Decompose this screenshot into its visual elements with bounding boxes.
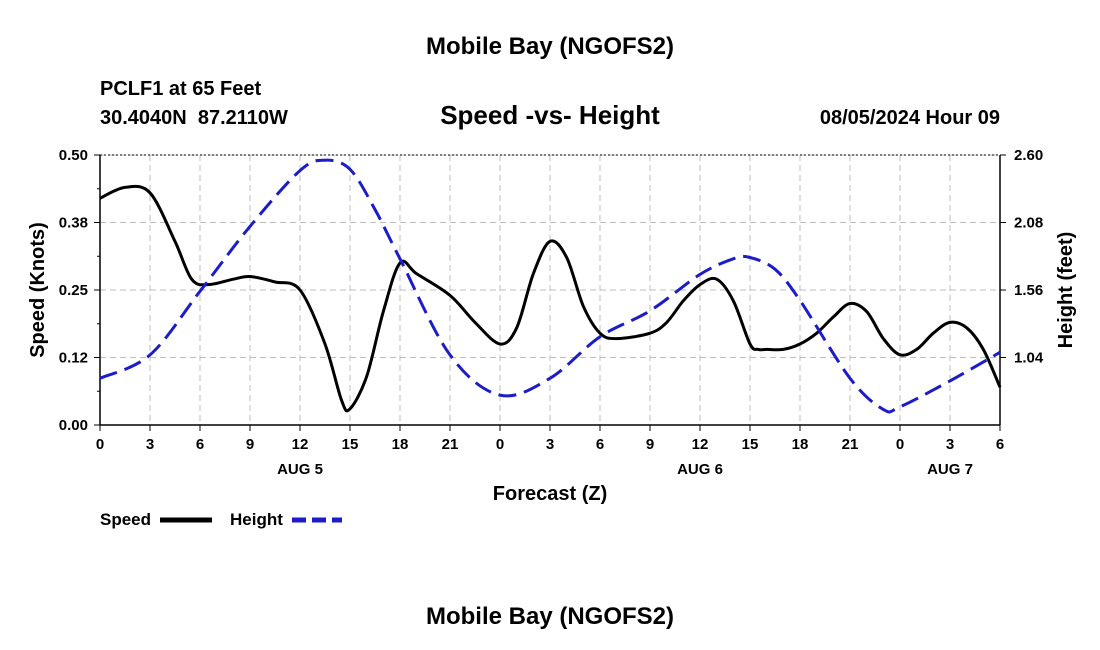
x-tick-label: 6 (596, 436, 604, 453)
y-left-tick-label: 0.38 (59, 215, 88, 232)
x-tick-label: 3 (546, 436, 554, 453)
x-tick-label: 9 (246, 436, 254, 453)
y-right-tick-label: 1.04 (1014, 350, 1044, 367)
legend-speed-label: Speed (100, 510, 151, 529)
x-tick-label: 21 (442, 436, 459, 453)
x-tick-label: 6 (996, 436, 1004, 453)
x-tick-label: 15 (742, 436, 759, 453)
x-tick-label: 0 (96, 436, 104, 453)
axes: 0 3 6 9 12 15 18 21 0 3 6 9 12 15 18 21 0 3 6 AUG 5 AUG 6 AUG… (59, 147, 1044, 478)
x-tick-label: 6 (196, 436, 204, 453)
series-line-height (99, 158, 1001, 414)
x-tick-label: 3 (146, 436, 154, 453)
y-left-tick-label: 0.12 (59, 350, 88, 367)
y-axis-left-label: Speed (Knots) (27, 222, 49, 358)
y-left-tick-label: 0.25 (59, 282, 88, 299)
y-axis-right-label: Height (feet) (1055, 232, 1077, 349)
x-tick-label: 9 (646, 436, 654, 453)
y-left-tick-label: 0.00 (59, 417, 88, 434)
y-right-tick-label: 2.08 (1014, 215, 1043, 232)
coordinates-label: 30.4040N 87.2110W (100, 107, 288, 129)
x-tick-label: 18 (392, 436, 409, 453)
legend-height-label: Height (230, 510, 283, 529)
y-right-tick-label: 2.60 (1014, 147, 1043, 164)
x-tick-label: 12 (292, 436, 309, 453)
y-right-tick-label: 1.56 (1014, 282, 1043, 299)
x-tick-label: 15 (342, 436, 359, 453)
grid (100, 154, 1000, 425)
legend: Speed Height (100, 510, 342, 529)
x-tick-label: 21 (842, 436, 859, 453)
y-left-tick-label: 0.50 (59, 147, 88, 164)
station-label: PCLF1 at 65 Feet (100, 78, 262, 100)
day-label: AUG 7 (927, 461, 973, 478)
x-tick-label: 18 (792, 436, 809, 453)
series-line-speed (99, 184, 1002, 413)
forecast-datetime: 08/05/2024 Hour 09 (820, 107, 1000, 129)
chart-title: Speed -vs- Height (440, 100, 660, 130)
page-title-bottom: Mobile Bay (NGOFS2) (426, 603, 674, 630)
x-axis-label: Forecast (Z) (493, 483, 607, 505)
x-tick-label: 0 (496, 436, 504, 453)
day-label: AUG 6 (677, 461, 723, 478)
x-tick-label: 0 (896, 436, 904, 453)
x-tick-label: 3 (946, 436, 954, 453)
series-lines (99, 158, 1002, 414)
x-tick-label: 12 (692, 436, 709, 453)
page-title-top: Mobile Bay (NGOFS2) (426, 33, 674, 60)
day-label: AUG 5 (277, 461, 323, 478)
